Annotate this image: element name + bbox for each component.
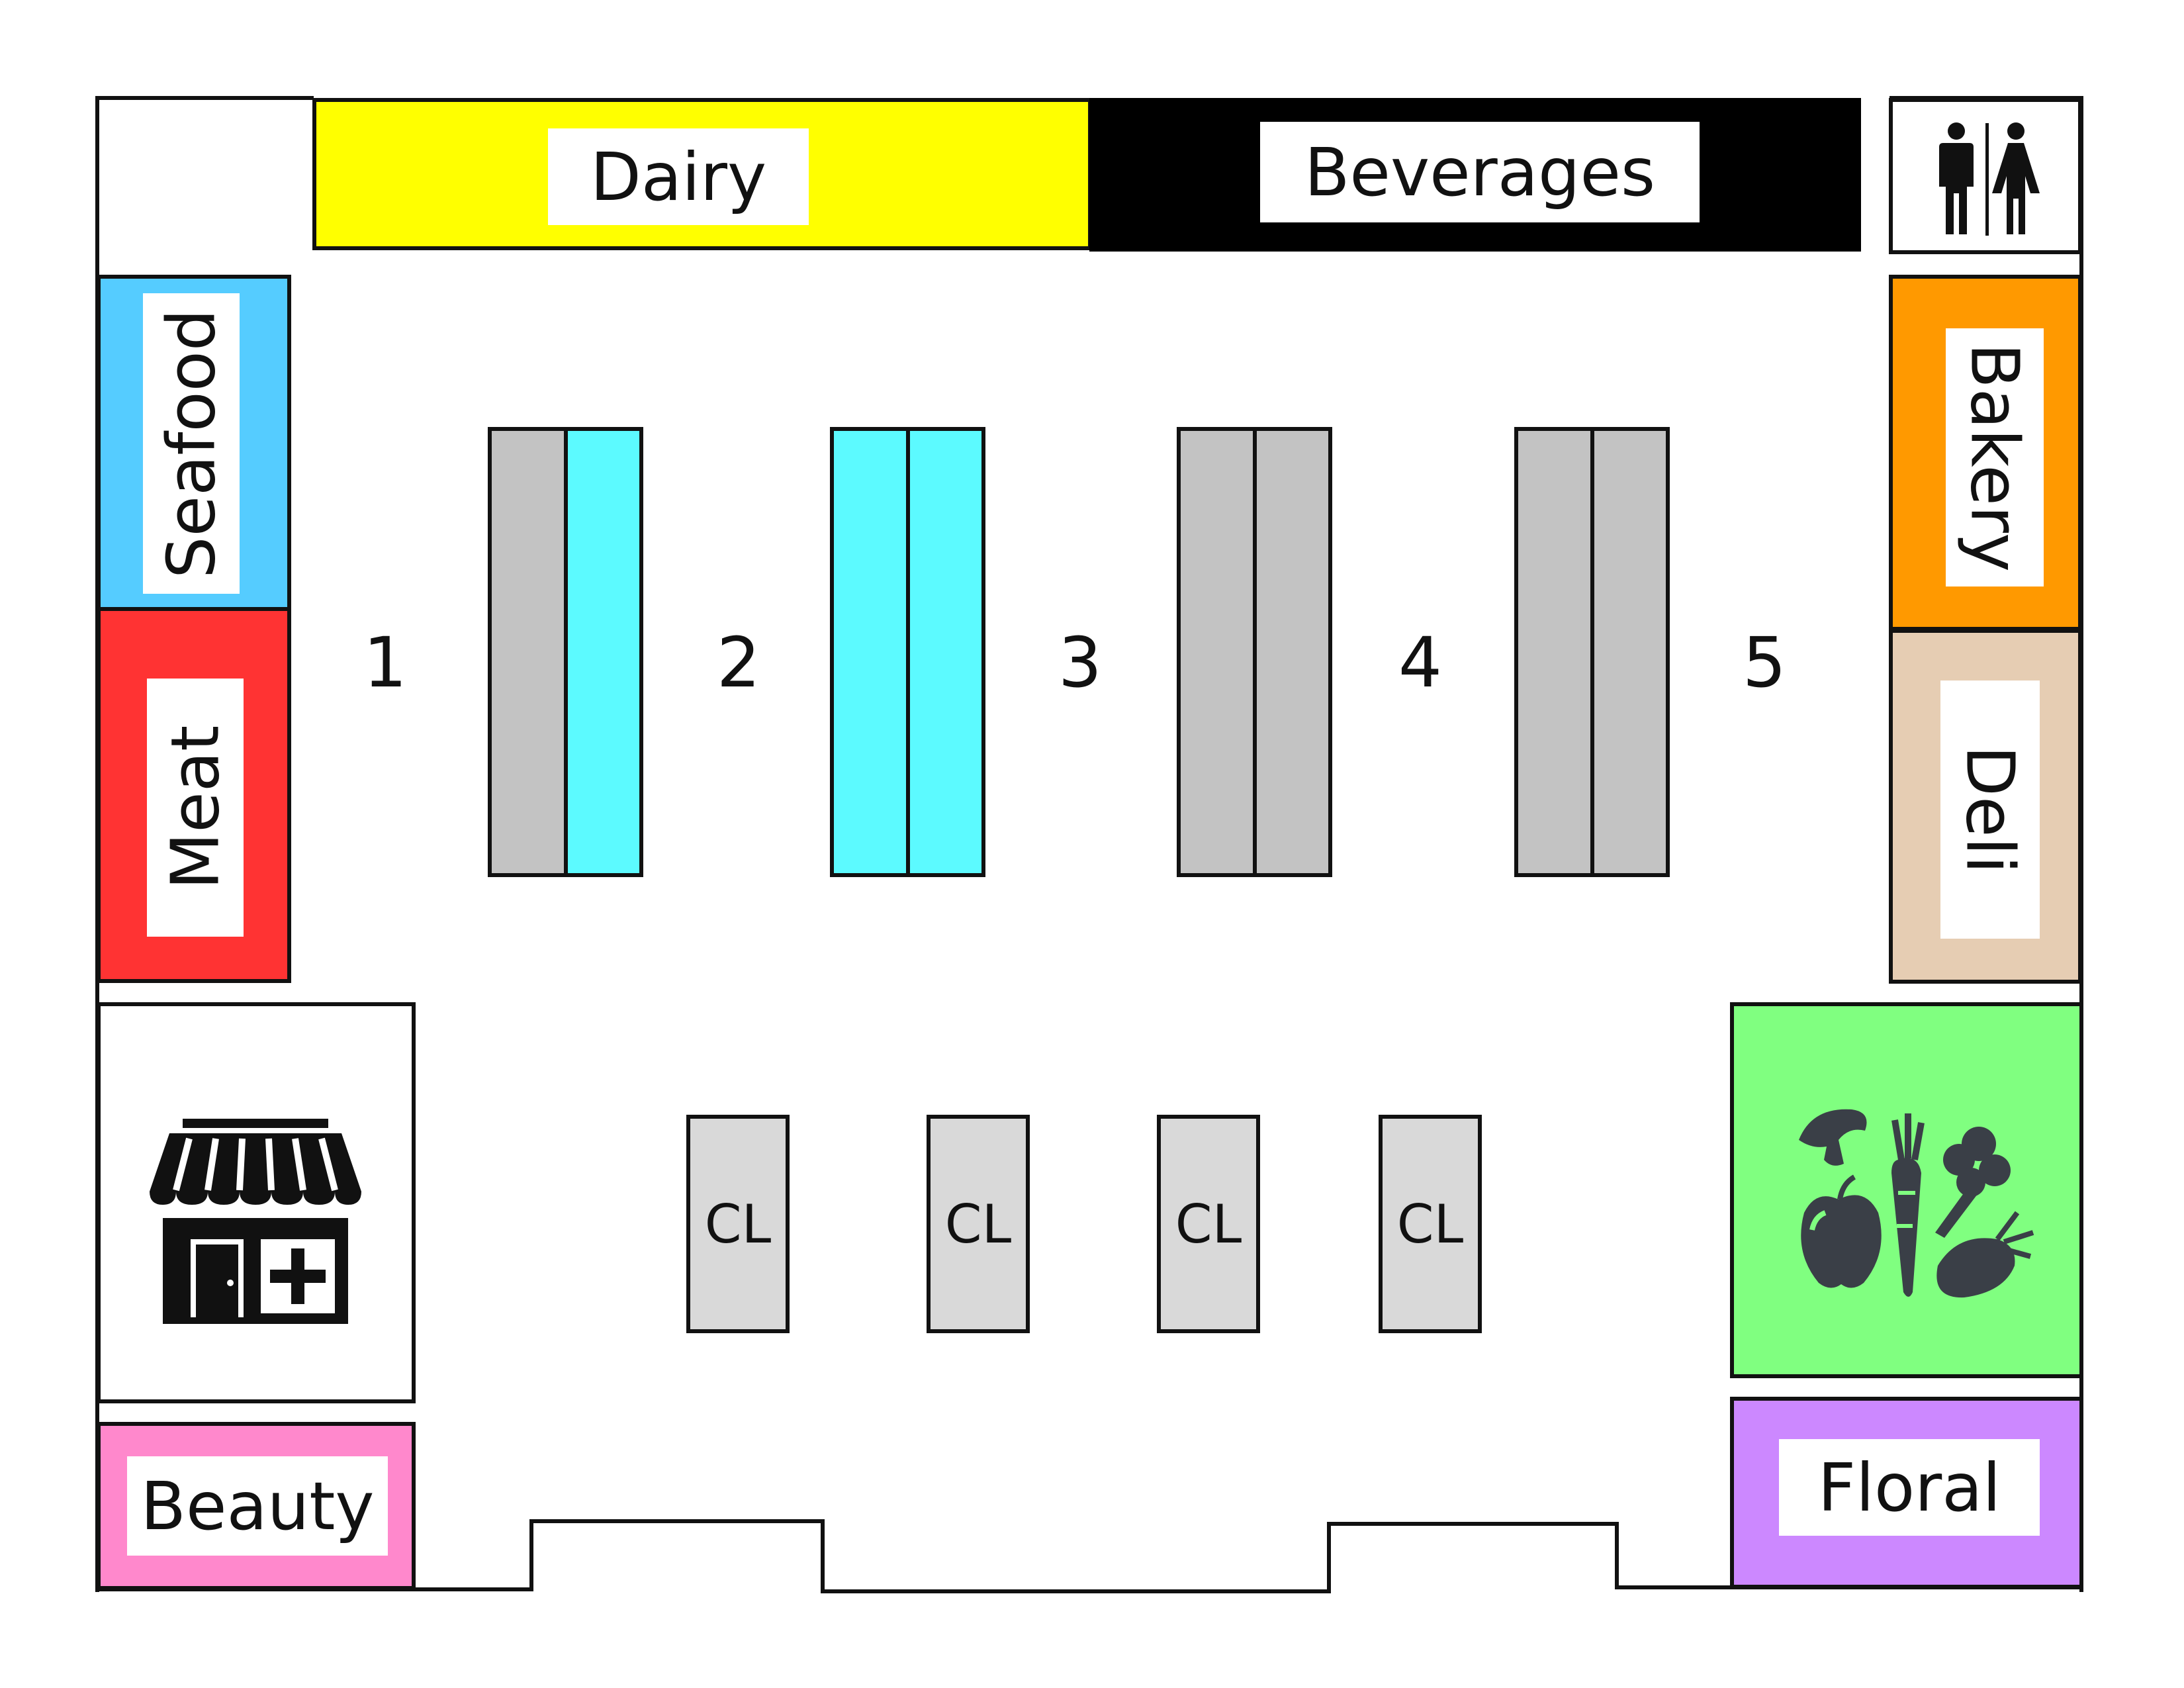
checkout-lane-1[interactable]: CL — [686, 1115, 790, 1333]
aisle-number-1: 1 — [363, 622, 408, 703]
shelf-unit-2[interactable] — [830, 427, 985, 877]
dairy-section[interactable]: Dairy — [312, 98, 1092, 250]
checkout-lane-2[interactable]: CL — [927, 1115, 1030, 1333]
shelf-unit-1[interactable] — [488, 427, 643, 877]
shelf-unit-3-right — [1252, 431, 1328, 873]
seafood-section[interactable]: Seafood — [97, 275, 291, 611]
shelf-unit-3[interactable] — [1177, 427, 1332, 877]
aisle-number-5: 5 — [1742, 622, 1787, 703]
shelf-unit-4-left — [1518, 431, 1590, 873]
shelf-unit-1-left — [492, 431, 564, 873]
produce-icon — [1799, 1109, 2034, 1298]
dairy-label: Dairy — [548, 128, 809, 225]
beauty-label: Beauty — [127, 1456, 388, 1556]
wall-bottom-seg-2 — [821, 1589, 1330, 1593]
entrance-1-right — [821, 1519, 825, 1593]
restroom-icon — [1939, 122, 2040, 236]
entrance-1-left — [529, 1521, 533, 1591]
meat-section[interactable]: Meat — [97, 607, 291, 983]
floral-section[interactable]: Floral — [1730, 1397, 2083, 1589]
aisle-number-2: 2 — [716, 622, 761, 703]
checkout-lane-3[interactable]: CL — [1157, 1115, 1260, 1333]
pharmacy-store-icon — [150, 1119, 361, 1324]
floral-label: Floral — [1779, 1439, 2040, 1536]
checkout-lane-4[interactable]: CL — [1379, 1115, 1482, 1333]
aisle-number-3: 3 — [1058, 622, 1103, 703]
shelf-unit-1-right — [563, 431, 639, 873]
pharmacy-section[interactable] — [97, 1002, 416, 1403]
shelf-unit-2-right — [905, 431, 981, 873]
seafood-label: Seafood — [143, 293, 240, 594]
aisle-number-4: 4 — [1398, 622, 1443, 703]
shelf-unit-4[interactable] — [1514, 427, 1670, 877]
entrance-2-top — [1327, 1522, 1618, 1526]
bakery-section[interactable]: Bakery — [1889, 275, 2082, 631]
restroom-section[interactable] — [1889, 98, 2082, 254]
beverages-label: Beverages — [1260, 122, 1700, 222]
entrance-2-left — [1327, 1524, 1331, 1593]
produce-section[interactable] — [1730, 1002, 2083, 1378]
beauty-section[interactable]: Beauty — [97, 1422, 416, 1590]
shelf-unit-3-left — [1181, 431, 1253, 873]
wall-top-left — [95, 96, 314, 100]
shelf-unit-4-right — [1590, 431, 1666, 873]
deli-section[interactable]: Deli — [1889, 629, 2082, 984]
deli-label: Deli — [1940, 680, 2040, 939]
shelf-unit-2-left — [834, 431, 906, 873]
entrance-1-top — [529, 1519, 823, 1523]
entrance-2-right — [1615, 1522, 1619, 1589]
bakery-label: Bakery — [1946, 328, 2044, 586]
meat-label: Meat — [147, 679, 244, 937]
beverages-section[interactable]: Beverages — [1089, 98, 1861, 252]
